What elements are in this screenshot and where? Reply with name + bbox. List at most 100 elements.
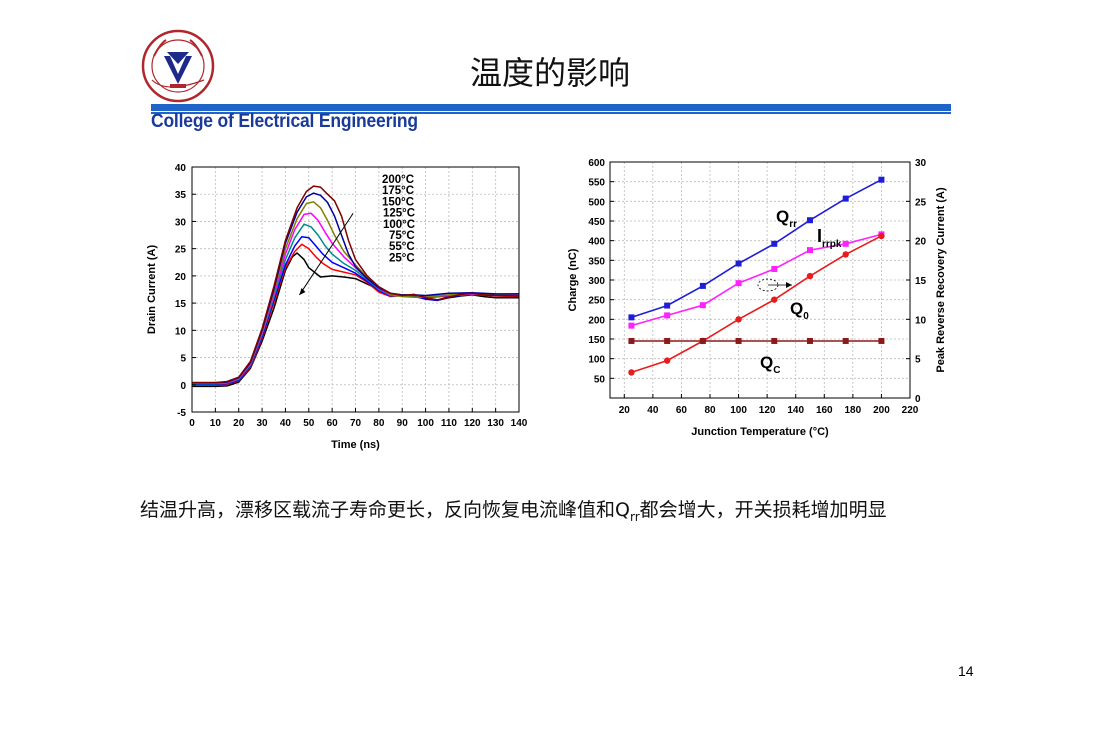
y-right-tick-label: 5	[915, 355, 921, 366]
x-tick-label: 70	[350, 418, 362, 429]
temperature-label: 55°C	[389, 241, 415, 253]
data-point-q-0	[806, 272, 814, 280]
annotation-arrowhead	[299, 287, 306, 295]
x-tick-label: 40	[647, 405, 659, 416]
data-point-q-c	[807, 337, 813, 344]
y-tick-label: 35	[175, 190, 187, 201]
data-point-q-rr	[842, 195, 849, 202]
data-point-q-c	[771, 337, 778, 344]
series-label-q-c: QC	[760, 353, 780, 376]
temperature-label: 175°C	[382, 185, 414, 197]
x-tick-label: 50	[303, 418, 315, 429]
data-point-q-rr	[878, 176, 885, 183]
university-logo	[141, 29, 215, 103]
y-tick-label: 40	[175, 163, 187, 174]
data-point-q-c	[842, 337, 849, 344]
series-label-i-rrpk: Irrpk	[817, 226, 842, 250]
y-right-tick-label: 15	[915, 276, 927, 287]
data-point-i-rrpk	[628, 322, 635, 329]
drain-current-chart: 0 10 20 30 40 50 60 70 80 90 100 110 120 130 140-50510…	[146, 163, 528, 451]
caption-part-2: 都会增大，开关损耗增加明显	[639, 499, 887, 521]
data-point-q-0	[628, 369, 635, 376]
data-point-q-c	[664, 337, 671, 344]
x-tick-label: 100	[730, 405, 747, 416]
x-tick-label: 80	[373, 418, 385, 429]
header-rule	[151, 104, 951, 111]
y-tick-label: 10	[175, 326, 187, 337]
data-point-i-rrpk	[699, 302, 706, 309]
temperature-label: 125°C	[383, 208, 415, 220]
series-line-i-rrpk	[631, 233, 882, 327]
y-tick-label: 15	[175, 299, 187, 310]
slide-title: 温度的影响	[469, 54, 630, 92]
data-point-q-rr	[807, 217, 813, 224]
data-point-q-c	[878, 337, 885, 344]
y-tick-label: 600	[588, 158, 605, 169]
y-tick-label: 400	[588, 237, 605, 248]
y-right-tick-label: 10	[915, 315, 927, 326]
x-tick-label: 10	[210, 418, 222, 429]
y-tick-label: 0	[180, 381, 186, 392]
college-name: College of Electrical Engineering	[151, 111, 418, 132]
x-tick-label: 0	[189, 418, 195, 429]
x-tick-label: 130	[487, 418, 504, 429]
temperature-label: 100°C	[383, 219, 415, 231]
x-tick-label: 60	[676, 405, 688, 416]
data-point-q-0	[878, 232, 885, 240]
x-tick-label: 110	[441, 418, 458, 429]
data-point-i-rrpk	[807, 247, 813, 254]
data-point-q-rr	[664, 302, 671, 309]
y-right-tick-label: 0	[915, 394, 921, 405]
axis-indicator-arrowhead	[786, 282, 792, 288]
header-rule-thin	[151, 112, 951, 114]
temperature-label: 25°C	[389, 252, 415, 264]
x-tick-label: 120	[759, 405, 776, 416]
x-axis-label: Time (ns)	[331, 439, 380, 451]
y-tick-label: 250	[588, 296, 605, 307]
temperature-label: 150°C	[382, 196, 414, 208]
series-line-200c	[192, 185, 520, 384]
y-tick-label: 350	[588, 256, 605, 267]
y-tick-label: 50	[594, 374, 606, 385]
y-tick-label: 30	[175, 217, 187, 228]
x-tick-label: 140	[787, 405, 804, 416]
temperature-label: 200°C	[382, 174, 414, 186]
x-tick-label: 90	[397, 418, 409, 429]
x-tick-label: 40	[280, 418, 292, 429]
data-point-q-0	[735, 316, 742, 323]
y-tick-label: -5	[177, 408, 186, 419]
y-tick-label: 5	[180, 354, 186, 365]
data-point-q-0	[842, 251, 849, 258]
x-tick-label: 100	[417, 418, 434, 429]
y-right-axis-label: Peak Reverse Recovery Current (A)	[935, 187, 947, 373]
x-tick-label: 20	[233, 418, 245, 429]
data-point-i-rrpk	[664, 312, 671, 319]
y-right-tick-label: 30	[915, 158, 927, 169]
caption-subscript: rr	[629, 509, 640, 524]
x-tick-label: 180	[845, 405, 862, 416]
y-axis-label: Drain Current (A)	[146, 245, 158, 335]
x-tick-label: 80	[704, 405, 716, 416]
charge-temperature-chart: 20 40 60 80 100 120 140 160 180 200 22050100150200…	[567, 158, 947, 438]
data-point-q-rr	[628, 314, 635, 321]
series-label-q-rr: Qrr	[776, 207, 797, 230]
data-point-q-rr	[735, 260, 742, 267]
temperature-label: 75°C	[389, 230, 415, 242]
data-point-i-rrpk	[735, 280, 742, 287]
y-tick-label: 20	[175, 272, 187, 283]
x-axis-label: Junction Temperature (°C)	[691, 426, 829, 438]
data-point-q-c	[699, 337, 706, 344]
series-line-q-0	[631, 235, 882, 374]
data-point-q-0	[771, 296, 778, 303]
y-tick-label: 25	[175, 245, 187, 256]
series-label-q-0: Q0	[790, 299, 809, 322]
slide-caption: 结温升高，漂移区载流子寿命更长，反向恢复电流峰值和Qrr都会增大，开关损耗增加明…	[140, 495, 887, 524]
y-tick-label: 200	[588, 315, 605, 326]
y-tick-label: 450	[588, 217, 605, 228]
x-tick-label: 160	[816, 405, 833, 416]
x-tick-label: 140	[511, 418, 528, 429]
data-point-i-rrpk	[771, 265, 778, 272]
data-point-q-0	[663, 357, 671, 364]
data-point-q-rr	[771, 240, 778, 247]
x-tick-label: 60	[327, 418, 339, 429]
